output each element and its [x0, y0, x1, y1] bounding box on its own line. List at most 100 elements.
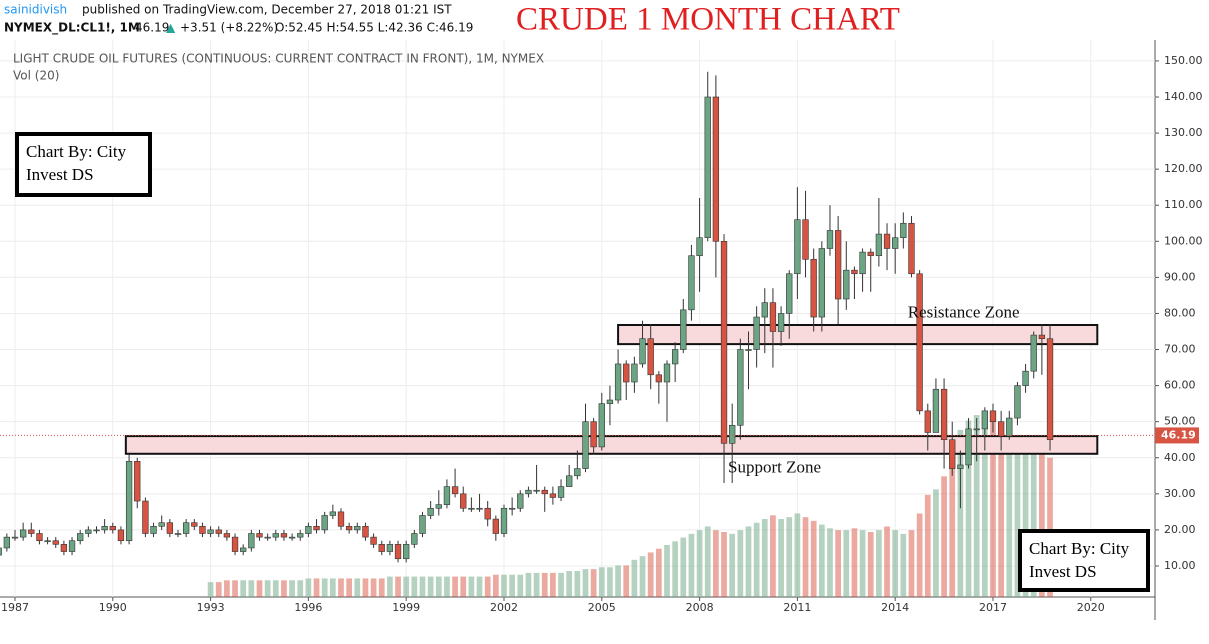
candle-body [745, 349, 752, 351]
credit-box [15, 132, 152, 197]
credit-text: Invest DS [26, 165, 94, 184]
candle-body [52, 540, 59, 545]
candle-body [631, 363, 638, 383]
candle-body [427, 507, 434, 516]
volume-bar [933, 489, 939, 597]
volume-bar [876, 530, 882, 597]
y-tick-label: 110.00 [1164, 198, 1203, 211]
publisher[interactable]: sainidivish [4, 3, 67, 17]
y-tick-label: 140.00 [1164, 90, 1203, 103]
volume-bar [827, 528, 833, 597]
volume-bar [387, 576, 393, 597]
candle-body [109, 525, 116, 531]
volume-bar [973, 415, 980, 597]
volume-bar [370, 578, 377, 597]
series-label: LIGHT CRUDE OIL FUTURES (CONTINUOUS: CUR… [13, 52, 544, 66]
volume-bar [517, 574, 524, 597]
candle-body [1006, 417, 1013, 437]
candle-body [460, 493, 467, 509]
volume-bar [501, 574, 507, 597]
volume-bar [224, 580, 230, 597]
candle-body [223, 533, 231, 538]
candle-body [354, 525, 361, 531]
candle-body [419, 515, 426, 534]
x-tick-label: 1990 [99, 601, 127, 614]
credit-text: Invest DS [1029, 562, 1097, 581]
candle-body [794, 219, 801, 275]
candle-body [329, 511, 336, 516]
volume-bar [672, 541, 678, 597]
volume-bar [818, 524, 825, 597]
candle-body [0, 547, 2, 556]
volume-bar [843, 530, 850, 597]
volume-bar [729, 533, 736, 597]
candle-body [288, 536, 296, 539]
y-tick-label: 150.00 [1164, 54, 1203, 67]
candle-body [1030, 334, 1037, 372]
x-tick-label: 2014 [881, 601, 909, 614]
candle-body [297, 533, 304, 538]
candle-body [680, 309, 687, 350]
candle-body [207, 529, 214, 534]
volume-bar [590, 569, 597, 597]
candle-body [606, 399, 614, 404]
volume-bar [582, 569, 589, 597]
candle-body [940, 388, 948, 441]
candle-body [843, 269, 850, 300]
candle-body [892, 237, 899, 249]
volume-bar [419, 576, 426, 597]
candle-body [378, 544, 385, 552]
x-tick-label: 1987 [1, 601, 29, 614]
candle-body [932, 388, 940, 433]
volume-bar [835, 530, 841, 597]
candle-body [150, 525, 157, 534]
volume-bar [395, 576, 401, 597]
candle-body [810, 259, 817, 318]
volume-bar [525, 572, 532, 597]
x-tick-label: 2002 [490, 601, 518, 614]
volume-bar [509, 574, 515, 597]
candle-body [590, 421, 597, 448]
volume-bar [908, 530, 915, 597]
candle-body [158, 522, 165, 527]
published: published on TradingView.com, December 2… [82, 3, 452, 17]
candle-body [101, 525, 108, 531]
volume-bar [354, 578, 361, 597]
volume-bar [745, 526, 752, 597]
zone-label: Support Zone [728, 457, 821, 476]
candle-body [908, 222, 915, 275]
candle-body [1014, 385, 1021, 419]
volume-bar [802, 517, 809, 597]
candle-body [753, 316, 760, 350]
candle-body [68, 540, 76, 552]
candle-body [859, 251, 866, 275]
volume-bar [623, 565, 630, 597]
volume-bar [338, 578, 344, 597]
last-price-label: 46.19 [1161, 428, 1196, 441]
volume-bar [281, 580, 287, 597]
y-tick-label: 80.00 [1164, 306, 1196, 319]
volume-bar [607, 567, 613, 597]
candle-body [240, 547, 247, 552]
volume-bar [329, 578, 336, 597]
candle-body [166, 522, 173, 534]
y-tick-label: 120.00 [1164, 162, 1203, 175]
candle-body [508, 507, 516, 510]
candle-body [671, 349, 679, 365]
y-tick-label: 100.00 [1164, 234, 1203, 247]
volume-bar [558, 572, 564, 597]
y-tick-label: 10.00 [1164, 559, 1196, 572]
candle-body [231, 536, 239, 552]
volume-bar [990, 420, 996, 597]
volume-bar [786, 517, 793, 597]
volume-bar [696, 530, 703, 597]
candle-body [1022, 370, 1029, 386]
candle-body [777, 313, 785, 332]
volume-bar [778, 519, 784, 597]
candle-body [182, 522, 190, 534]
y-tick-label: 60.00 [1164, 379, 1196, 392]
candle-body [386, 544, 394, 552]
candle-body [973, 428, 980, 431]
candle-body [435, 504, 442, 509]
